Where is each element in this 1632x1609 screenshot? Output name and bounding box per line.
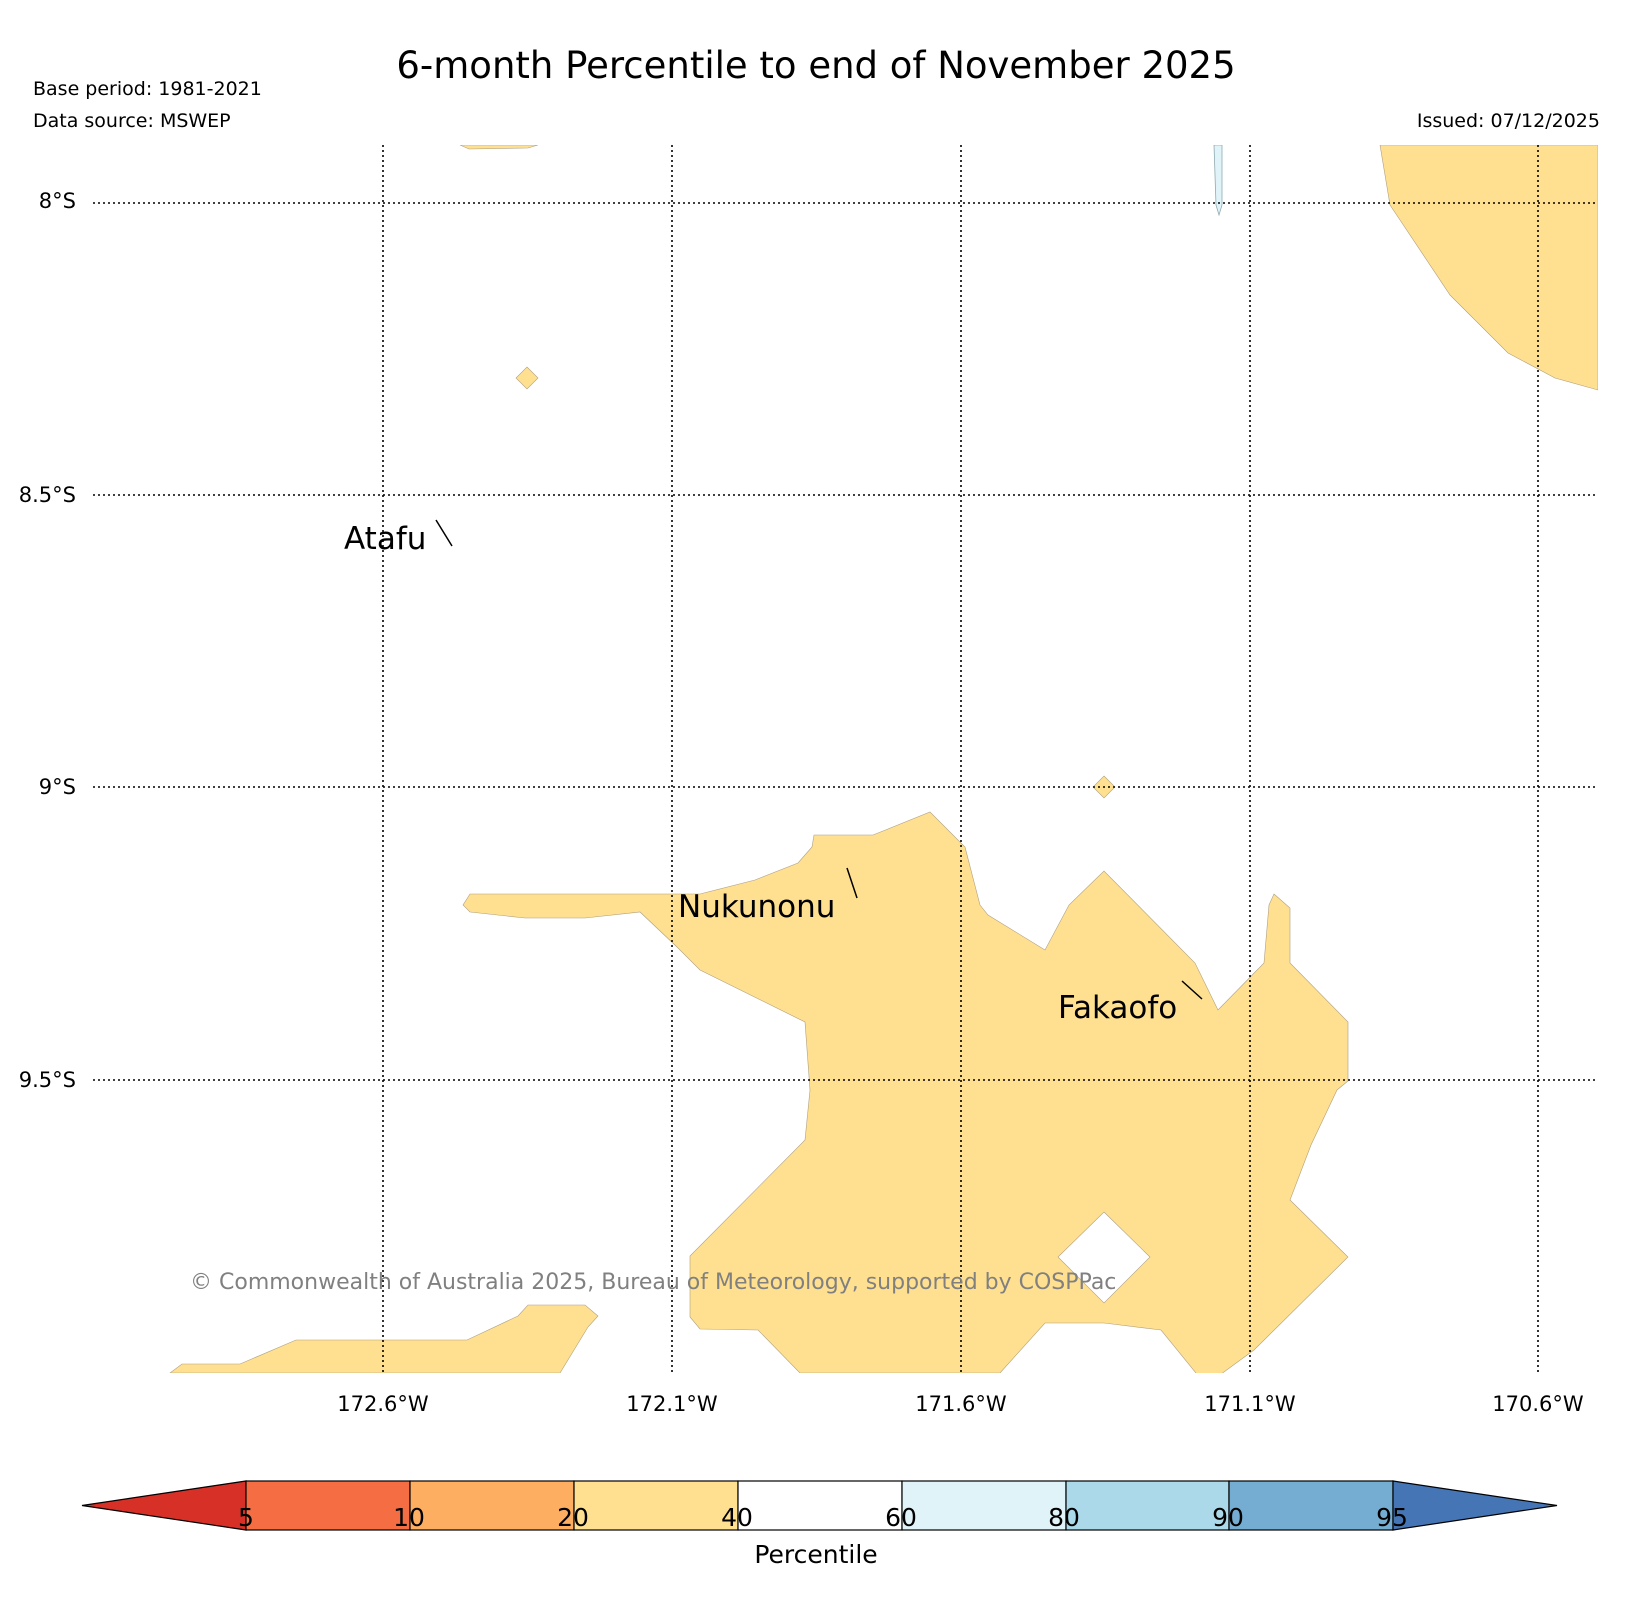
place-label-atafu: Atafu [344,521,427,557]
issued-date-label: Issued: 07/12/2025 [1416,110,1600,132]
colorbar-segment-40-60 [737,1480,903,1531]
graticule [93,145,1598,1373]
colorbar-segment-5-10 [245,1480,411,1531]
place-label-fakaofo: Fakaofo [1058,990,1178,1026]
colorbar-tick-40: 40 [721,1503,753,1532]
colorbar-segment-20-40 [573,1480,739,1531]
lon-label-171-6w: 171.6°W [915,1392,1007,1416]
lon-label-171-1w: 171.1°W [1204,1392,1296,1416]
place-leader-lines [435,519,1203,1000]
colorbar-tick-90: 90 [1212,1503,1244,1532]
colorbar-segment-60-80 [901,1480,1067,1531]
lat-label-8-5s: 8.5°S [18,483,76,507]
data-source-label: Data source: MSWEP [33,110,231,132]
nukunonu-leader-line [846,867,858,899]
shaded-region-top-right [1379,145,1598,391]
lon-label-170-6w: 170.6°W [1492,1392,1584,1416]
lat-label-9s: 9°S [38,775,76,799]
shaded-region-light-blue-sliver [1213,145,1223,217]
fakaofo-leader-line [1181,980,1203,1000]
lon-label-172-1w: 172.1°W [626,1392,718,1416]
shaded-regions [169,145,1598,1373]
colorbar-segment-80-90 [1065,1480,1230,1531]
lat-label-8s: 8°S [38,189,76,213]
map-title: 6-month Percentile to end of November 20… [396,44,1236,87]
colorbar-segment-10-20 [409,1480,575,1531]
shaded-region-main [462,811,1349,1373]
colorbar-title: Percentile [754,1540,878,1569]
atafu-leader-line [435,519,453,547]
colorbar-extension-high [1392,1480,1558,1531]
shaded-region-small-diamond-north [515,366,539,390]
colorbar-tick-20: 20 [557,1503,589,1532]
shaded-region-bottom-left [169,1304,599,1373]
shaded-region-top-left [459,145,539,150]
colorbar-tick-10: 10 [393,1503,425,1532]
base-period-label: Base period: 1981-2021 [33,78,262,100]
colorbar-tick-80: 80 [1048,1503,1080,1532]
colorbar-tick-95: 95 [1376,1503,1408,1532]
colorbar-tick-60: 60 [885,1503,917,1532]
lon-label-172-6w: 172.6°W [337,1392,429,1416]
copyright-notice: © Commonwealth of Australia 2025, Bureau… [190,1270,1117,1295]
colorbar [81,1480,1558,1531]
colorbar-segment-90-95 [1228,1480,1394,1531]
lat-label-9-5s: 9.5°S [18,1068,76,1092]
colorbar-tick-5: 5 [238,1503,254,1532]
place-label-nukunonu: Nukunonu [678,889,836,925]
